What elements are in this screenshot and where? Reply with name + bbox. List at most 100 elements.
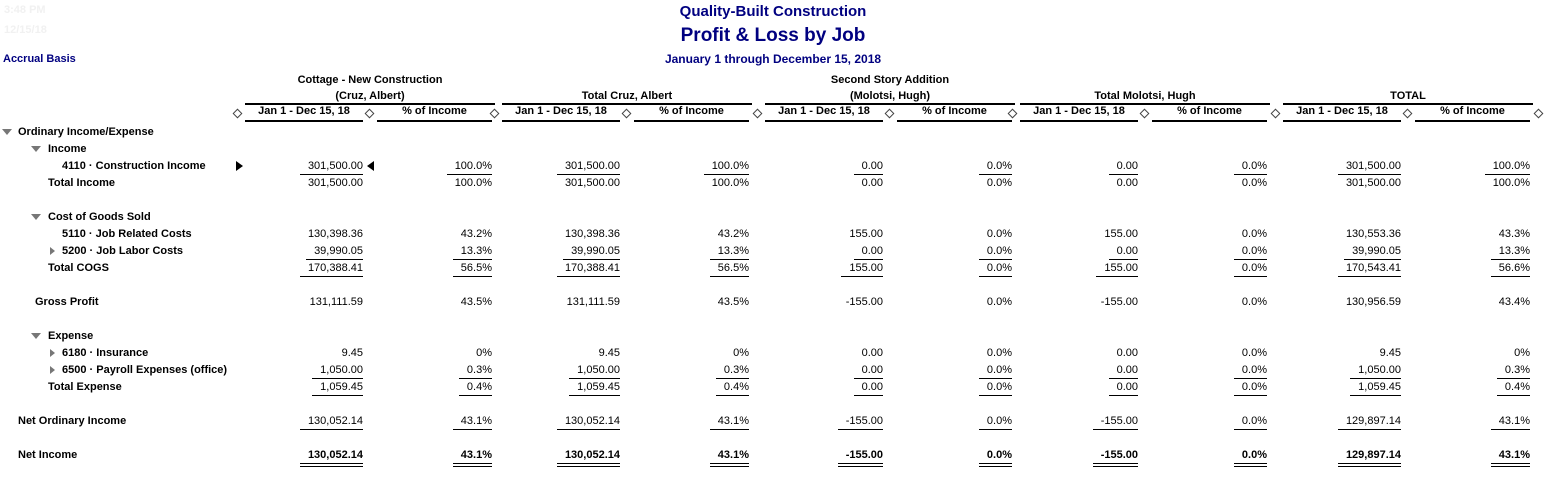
- amount-cell[interactable]: 301,500.00: [245, 158, 363, 175]
- percent-cell[interactable]: 0.0%: [1152, 447, 1267, 467]
- percent-cell[interactable]: 43.1%: [377, 413, 492, 430]
- amount-cell[interactable]: 301,500.00: [1283, 175, 1401, 192]
- percent-cell[interactable]: 0.0%: [897, 413, 1012, 430]
- percent-cell[interactable]: 0.4%: [377, 379, 492, 396]
- percent-cell[interactable]: 0.0%: [897, 294, 1012, 311]
- amount-cell[interactable]: -155.00: [765, 447, 883, 467]
- amount-cell[interactable]: 130,052.14: [502, 413, 620, 430]
- amount-cell[interactable]: 0.00: [1020, 243, 1138, 260]
- percent-cell[interactable]: 56.5%: [634, 260, 749, 277]
- percent-cell[interactable]: 0.3%: [634, 362, 749, 379]
- amount-cell[interactable]: 0.00: [1020, 175, 1138, 192]
- percent-cell[interactable]: 100.0%: [1415, 175, 1530, 192]
- amount-cell[interactable]: 170,388.41: [502, 260, 620, 277]
- amount-cell[interactable]: 9.45: [1283, 345, 1401, 362]
- percent-cell[interactable]: 0.0%: [1152, 260, 1267, 277]
- percent-cell[interactable]: 43.5%: [634, 294, 749, 311]
- column-resize-diamond-icon[interactable]: [621, 108, 632, 119]
- percent-cell[interactable]: 100.0%: [377, 175, 492, 192]
- percent-cell[interactable]: 0.0%: [1152, 345, 1267, 362]
- amount-cell[interactable]: -155.00: [765, 294, 883, 311]
- amount-cell[interactable]: 1,050.00: [1283, 362, 1401, 379]
- amount-cell[interactable]: 170,388.41: [245, 260, 363, 277]
- percent-cell[interactable]: 43.5%: [377, 294, 492, 311]
- percent-cell[interactable]: 100.0%: [634, 158, 749, 175]
- collapse-triangle-icon[interactable]: [2, 129, 12, 135]
- amount-cell[interactable]: 170,543.41: [1283, 260, 1401, 277]
- amount-cell[interactable]: 155.00: [765, 260, 883, 277]
- percent-cell[interactable]: 43.1%: [1415, 447, 1530, 467]
- percent-cell[interactable]: 0.3%: [1415, 362, 1530, 379]
- column-resize-diamond-icon[interactable]: [364, 108, 375, 119]
- amount-cell[interactable]: -155.00: [1020, 413, 1138, 430]
- percent-cell[interactable]: 43.1%: [634, 447, 749, 467]
- amount-cell[interactable]: 9.45: [502, 345, 620, 362]
- amount-cell[interactable]: 130,398.36: [502, 226, 620, 243]
- percent-cell[interactable]: 43.4%: [1415, 294, 1530, 311]
- amount-cell[interactable]: 129,897.14: [1283, 447, 1401, 467]
- percent-cell[interactable]: 0.0%: [897, 158, 1012, 175]
- percent-cell[interactable]: 13.3%: [1415, 243, 1530, 260]
- amount-cell[interactable]: 0.00: [1020, 379, 1138, 396]
- amount-cell[interactable]: 130,398.36: [245, 226, 363, 243]
- percent-cell[interactable]: 43.1%: [634, 413, 749, 430]
- percent-cell[interactable]: 0.0%: [1152, 294, 1267, 311]
- amount-cell[interactable]: 0.00: [765, 158, 883, 175]
- percent-cell[interactable]: 0.0%: [897, 175, 1012, 192]
- expand-triangle-icon[interactable]: [50, 247, 55, 255]
- amount-cell[interactable]: 130,553.36: [1283, 226, 1401, 243]
- percent-cell[interactable]: 0.0%: [1152, 158, 1267, 175]
- amount-cell[interactable]: 0.00: [765, 345, 883, 362]
- amount-cell[interactable]: 0.00: [765, 243, 883, 260]
- percent-cell[interactable]: 0.0%: [897, 260, 1012, 277]
- percent-cell[interactable]: 0.0%: [897, 447, 1012, 467]
- amount-cell[interactable]: 129,897.14: [1283, 413, 1401, 430]
- percent-cell[interactable]: 0.4%: [634, 379, 749, 396]
- amount-cell[interactable]: -155.00: [1020, 447, 1138, 467]
- percent-cell[interactable]: 0.0%: [1152, 362, 1267, 379]
- amount-cell[interactable]: 155.00: [1020, 226, 1138, 243]
- percent-cell[interactable]: 0.0%: [1152, 379, 1267, 396]
- amount-cell[interactable]: 0.00: [1020, 362, 1138, 379]
- percent-cell[interactable]: 13.3%: [634, 243, 749, 260]
- percent-cell[interactable]: 0.0%: [1152, 226, 1267, 243]
- expand-triangle-icon[interactable]: [50, 349, 55, 357]
- expand-triangle-icon[interactable]: [50, 366, 55, 374]
- percent-cell[interactable]: 43.2%: [377, 226, 492, 243]
- amount-cell[interactable]: 301,500.00: [245, 175, 363, 192]
- percent-cell[interactable]: 100.0%: [377, 158, 492, 175]
- percent-cell[interactable]: 43.3%: [1415, 226, 1530, 243]
- percent-cell[interactable]: 0.0%: [897, 379, 1012, 396]
- percent-cell[interactable]: 43.1%: [377, 447, 492, 467]
- percent-cell[interactable]: 100.0%: [1415, 158, 1530, 175]
- amount-cell[interactable]: -155.00: [1020, 294, 1138, 311]
- percent-cell[interactable]: 0%: [634, 345, 749, 362]
- amount-cell[interactable]: 131,111.59: [245, 294, 363, 311]
- amount-cell[interactable]: 130,052.14: [245, 447, 363, 467]
- amount-cell[interactable]: 0.00: [765, 362, 883, 379]
- amount-cell[interactable]: 155.00: [765, 226, 883, 243]
- column-resize-diamond-icon[interactable]: [1270, 108, 1281, 119]
- amount-cell[interactable]: -155.00: [765, 413, 883, 430]
- amount-cell[interactable]: 39,990.05: [245, 243, 363, 260]
- percent-cell[interactable]: 0%: [1415, 345, 1530, 362]
- percent-cell[interactable]: 43.1%: [1415, 413, 1530, 430]
- amount-cell[interactable]: 301,500.00: [502, 158, 620, 175]
- percent-cell[interactable]: 0.0%: [897, 345, 1012, 362]
- percent-cell[interactable]: 56.5%: [377, 260, 492, 277]
- percent-cell[interactable]: 0.4%: [1415, 379, 1530, 396]
- collapse-triangle-icon[interactable]: [31, 214, 41, 220]
- amount-cell[interactable]: 1,059.45: [502, 379, 620, 396]
- collapse-triangle-icon[interactable]: [31, 146, 41, 152]
- column-resize-diamond-icon[interactable]: [232, 108, 243, 119]
- amount-cell[interactable]: 0.00: [1020, 345, 1138, 362]
- column-resize-diamond-icon[interactable]: [1139, 108, 1150, 119]
- column-resize-diamond-icon[interactable]: [884, 108, 895, 119]
- percent-cell[interactable]: 0.0%: [897, 243, 1012, 260]
- amount-cell[interactable]: 39,990.05: [502, 243, 620, 260]
- amount-cell[interactable]: 1,050.00: [502, 362, 620, 379]
- percent-cell[interactable]: 0%: [377, 345, 492, 362]
- amount-cell[interactable]: 1,059.45: [1283, 379, 1401, 396]
- amount-cell[interactable]: 155.00: [1020, 260, 1138, 277]
- collapse-triangle-icon[interactable]: [31, 333, 41, 339]
